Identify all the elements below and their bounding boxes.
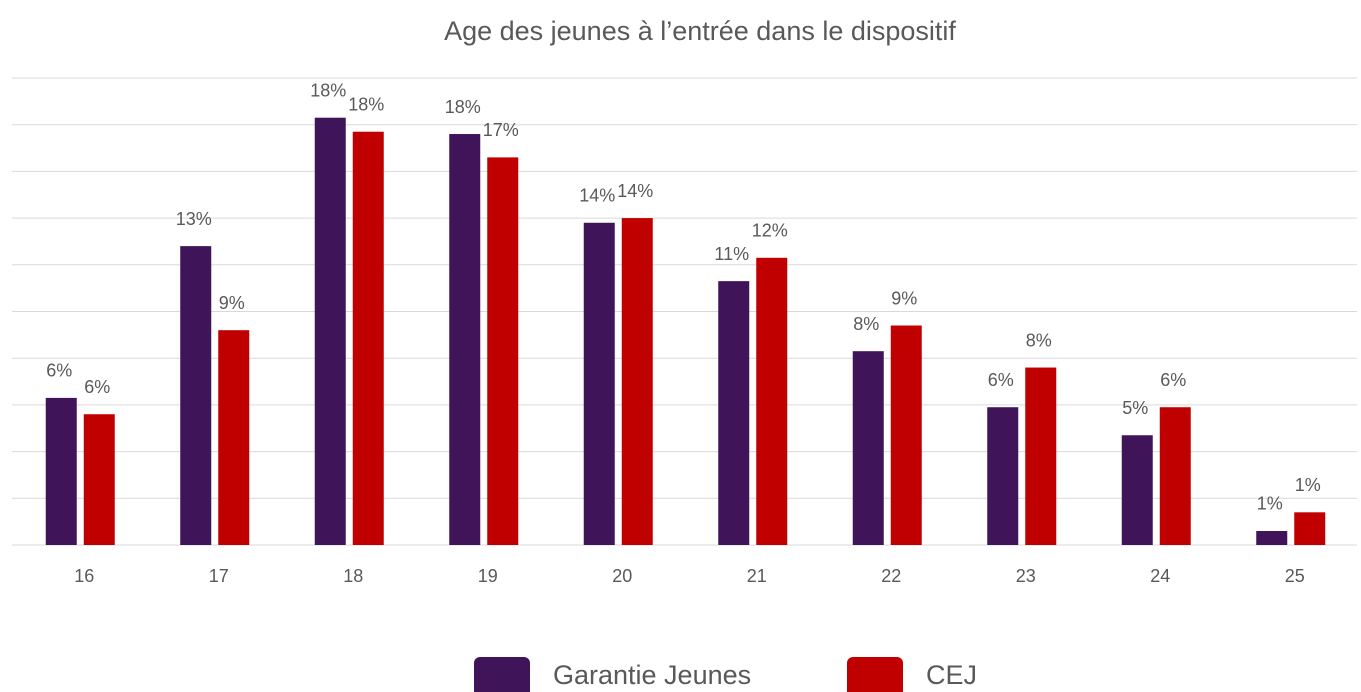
data-label: 8% [853,314,879,334]
x-tick-label: 17 [209,566,229,586]
bar [987,407,1019,545]
x-tick-label: 16 [74,566,94,586]
legend-swatch [847,657,903,692]
data-label: 6% [84,377,110,397]
x-tick-label: 18 [343,566,363,586]
bar [449,134,481,546]
data-label: 1% [1257,494,1283,514]
x-tick-label: 21 [747,566,767,586]
data-label: 9% [219,293,245,313]
legend-swatch [474,657,530,692]
data-label: 13% [176,209,212,229]
bar [352,131,384,545]
bar [718,281,750,545]
data-label: 6% [1160,370,1186,390]
x-tick-label: 25 [1285,566,1305,586]
data-label: 12% [752,221,788,241]
data-label: 18% [445,97,481,117]
data-label: 9% [891,288,917,308]
bar [45,397,77,545]
data-label: 8% [1026,330,1052,350]
bar [487,157,519,545]
data-label: 17% [483,120,519,140]
bar [314,117,346,545]
bar [583,222,615,545]
data-label: 14% [579,186,615,206]
data-label: 5% [1122,398,1148,418]
chart-title: Age des jeunes à l’entrée dans le dispos… [444,16,956,46]
data-label: 6% [46,361,72,381]
bar [1159,407,1191,545]
data-label: 6% [988,370,1014,390]
legend-label: CEJ [926,660,977,690]
x-tick-label: 24 [1150,566,1170,586]
bar [621,218,653,545]
x-tick-label: 19 [478,566,498,586]
bar [1025,367,1057,545]
bar [1121,435,1153,545]
data-label: 14% [617,181,653,201]
x-tick-label: 20 [612,566,632,586]
x-tick-label: 22 [881,566,901,586]
bar [756,257,788,545]
legend-label: Garantie Jeunes [553,660,751,690]
bar [218,330,250,545]
data-label: 18% [348,94,384,114]
bar [83,414,115,545]
bar [852,351,884,545]
bar [1294,512,1326,545]
data-label: 18% [310,80,346,100]
bar [890,325,922,545]
x-tick-label: 23 [1016,566,1036,586]
bar [1256,530,1288,545]
data-label: 11% [714,244,749,264]
bar [180,246,212,545]
data-label: 1% [1295,475,1321,495]
